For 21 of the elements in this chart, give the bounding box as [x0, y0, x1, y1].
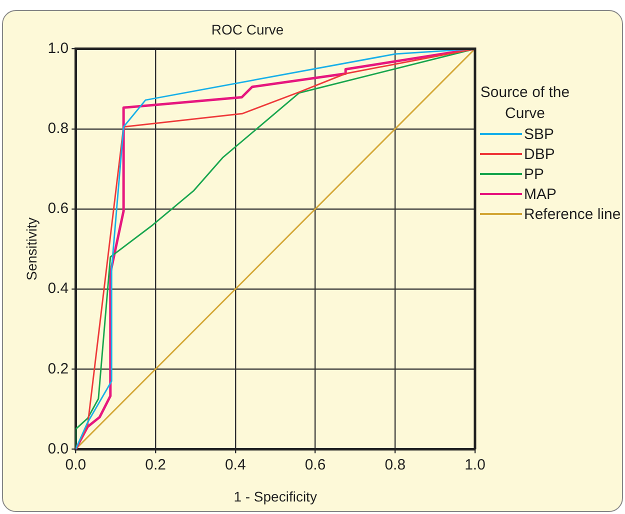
- legend-label: SBP: [524, 126, 554, 142]
- y-tick-label: 0.4: [48, 280, 69, 298]
- x-tick-label: 0.6: [304, 456, 326, 474]
- x-tick-label: 0.2: [145, 456, 166, 474]
- y-tick-label: 0.2: [48, 360, 69, 378]
- x-tick-label: 0.0: [65, 456, 86, 474]
- legend-title: Source of the Curve: [480, 83, 570, 124]
- legend-label: MAP: [524, 186, 557, 202]
- y-axis-title: Sensitivity: [23, 217, 40, 281]
- x-tick-label: 0.8: [384, 456, 406, 474]
- legend-label: DBP: [524, 146, 555, 162]
- x-tick-label: 1.0: [464, 456, 486, 474]
- y-tick-label: 0.8: [48, 120, 69, 138]
- y-tick-label: 1.0: [48, 40, 69, 57]
- y-tick-label: 0.6: [48, 200, 69, 218]
- y-tick-label: 0.0: [48, 440, 69, 458]
- x-tick-label: 0.4: [224, 456, 246, 474]
- chart-title: ROC Curve: [211, 21, 284, 38]
- legend-label: PP: [524, 166, 544, 182]
- x-axis-title: 1 - Specificity: [234, 488, 317, 504]
- legend-label: Reference line: [524, 206, 621, 222]
